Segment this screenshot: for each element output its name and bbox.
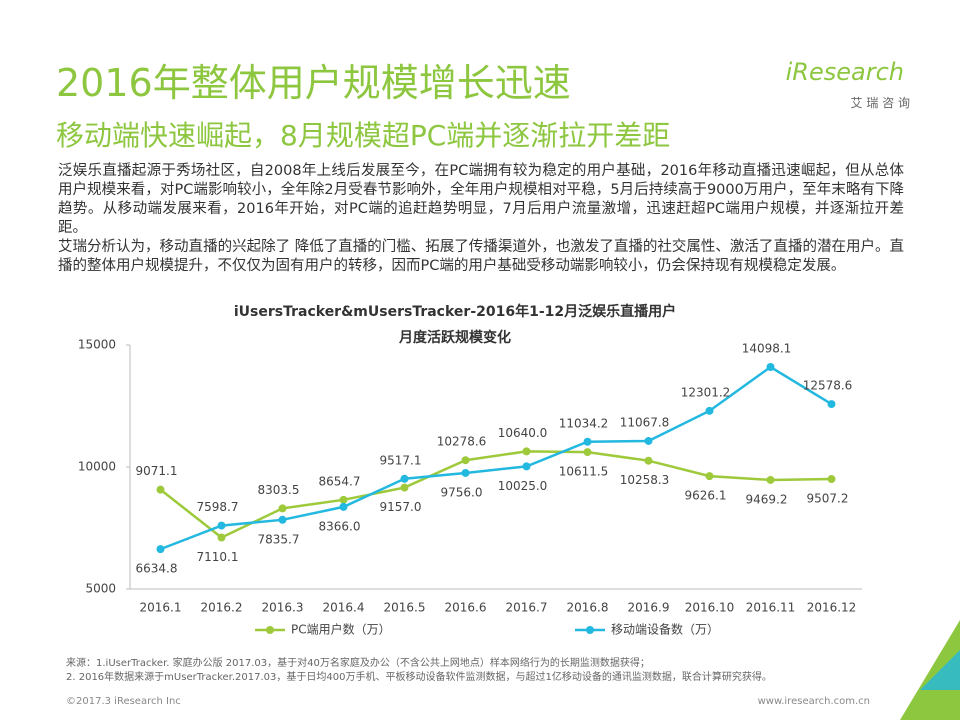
slide-subtitle: 移动端快速崛起，8月规模超PC端并逐渐拉开差距: [56, 119, 671, 152]
slide-title: 2016年整体用户规模增长迅速: [56, 61, 571, 105]
point: [827, 475, 836, 484]
data-label: 10258.3: [620, 473, 670, 487]
logo-sub: 艾 瑞 咨 询: [850, 96, 910, 110]
data-label: 12578.6: [803, 379, 853, 393]
point: [766, 363, 775, 372]
point: [400, 483, 409, 492]
x-tick-label: 2016.3: [262, 601, 304, 615]
data-label: 9469.2: [746, 492, 788, 506]
series-line: [159, 450, 832, 539]
data-label: 9507.2: [807, 492, 849, 506]
data-label: 8366.0: [319, 519, 361, 533]
logo: iResearch: [785, 58, 904, 86]
url: www.iresearch.com.cn: [757, 696, 870, 707]
y-tick-label: 15000: [78, 338, 116, 352]
data-label: 10640.0: [498, 426, 548, 440]
data-label: 6634.8: [136, 562, 178, 576]
x-tick-label: 2016.11: [746, 601, 796, 615]
point: [156, 485, 165, 494]
legend-marker: [266, 626, 274, 634]
point: [461, 468, 470, 477]
data-label: 10611.5: [559, 465, 609, 479]
point: [217, 533, 226, 542]
corner-decoration: [900, 620, 960, 720]
x-tick-label: 2016.10: [685, 601, 735, 615]
point: [827, 400, 836, 409]
point: [766, 475, 775, 484]
point: [644, 436, 653, 445]
data-label: 8654.7: [319, 474, 361, 488]
data-label: 11034.2: [559, 416, 609, 430]
point: [705, 406, 714, 415]
data-label: 11067.8: [620, 415, 670, 429]
x-tick-label: 2016.7: [506, 601, 548, 615]
point: [583, 437, 592, 446]
data-label: 9517.1: [380, 453, 422, 467]
data-label: 8303.5: [258, 483, 300, 497]
y-tick-label: 10000: [78, 460, 116, 474]
source-line: 2. 2016年数据来源于mUserTracker.2017.03，基于日均40…: [66, 672, 772, 683]
x-tick-label: 2016.6: [445, 601, 487, 615]
data-label: 12301.2: [681, 385, 731, 399]
point: [278, 504, 287, 513]
x-tick-label: 2016.9: [628, 601, 670, 615]
y-tick-label: 5000: [85, 582, 116, 596]
x-tick-label: 2016.2: [201, 601, 243, 615]
data-label: 7835.7: [258, 532, 300, 546]
point: [339, 495, 348, 504]
point: [705, 472, 714, 481]
data-label: 9626.1: [685, 489, 727, 503]
point: [583, 448, 592, 457]
data-label: 7598.7: [197, 500, 239, 514]
data-label: 10025.0: [498, 479, 548, 493]
point: [339, 502, 348, 511]
legend-marker: [586, 626, 594, 634]
data-label: 14098.1: [742, 342, 792, 356]
point: [156, 545, 165, 554]
legend-label: PC端用户数（万）: [291, 622, 391, 637]
paragraph: 泛娱乐直播起源于秀场社区，自2008年上线后发展至今，在PC端拥有较为稳定的用户…: [58, 163, 904, 236]
x-tick-label: 2016.8: [567, 601, 609, 615]
point: [522, 462, 531, 471]
chart-subtitle: 月度活跃规模变化: [398, 329, 511, 346]
x-tick-label: 2016.4: [323, 601, 365, 615]
point: [278, 515, 287, 524]
paragraph: 艾瑞分析认为，移动直播的兴起除了 降低了直播的门槛、拓展了传播渠道外，也激发了直…: [58, 239, 904, 274]
data-label: 9071.1: [136, 464, 178, 478]
source-line: 来源：1.iUserTracker. 家庭办公版 2017.03，基于对40万名…: [66, 658, 650, 669]
data-label: 10278.6: [437, 435, 487, 449]
x-tick-label: 2016.1: [140, 601, 182, 615]
chart-title: iUsersTracker&mUsersTracker-2016年1-12月泛娱…: [234, 303, 676, 320]
point: [217, 521, 226, 530]
sources: 来源：1.iUserTracker. 家庭办公版 2017.03，基于对40万名…: [66, 657, 772, 685]
data-label: 7110.1: [197, 550, 239, 564]
legend-label: 移动端设备数（万）: [611, 622, 719, 637]
point: [461, 456, 470, 465]
x-tick-label: 2016.12: [807, 601, 857, 615]
x-tick-label: 2016.5: [384, 601, 426, 615]
point: [644, 456, 653, 465]
body-text: 泛娱乐直播起源于秀场社区，自2008年上线后发展至今，在PC端拥有较为稳定的用户…: [58, 162, 904, 276]
copyright: ©2017.3 iResearch Inc: [66, 696, 181, 707]
data-label: 9157.0: [380, 500, 422, 514]
point: [522, 447, 531, 456]
point: [400, 474, 409, 483]
data-label: 9756.0: [441, 485, 483, 499]
series-line: [160, 365, 833, 551]
